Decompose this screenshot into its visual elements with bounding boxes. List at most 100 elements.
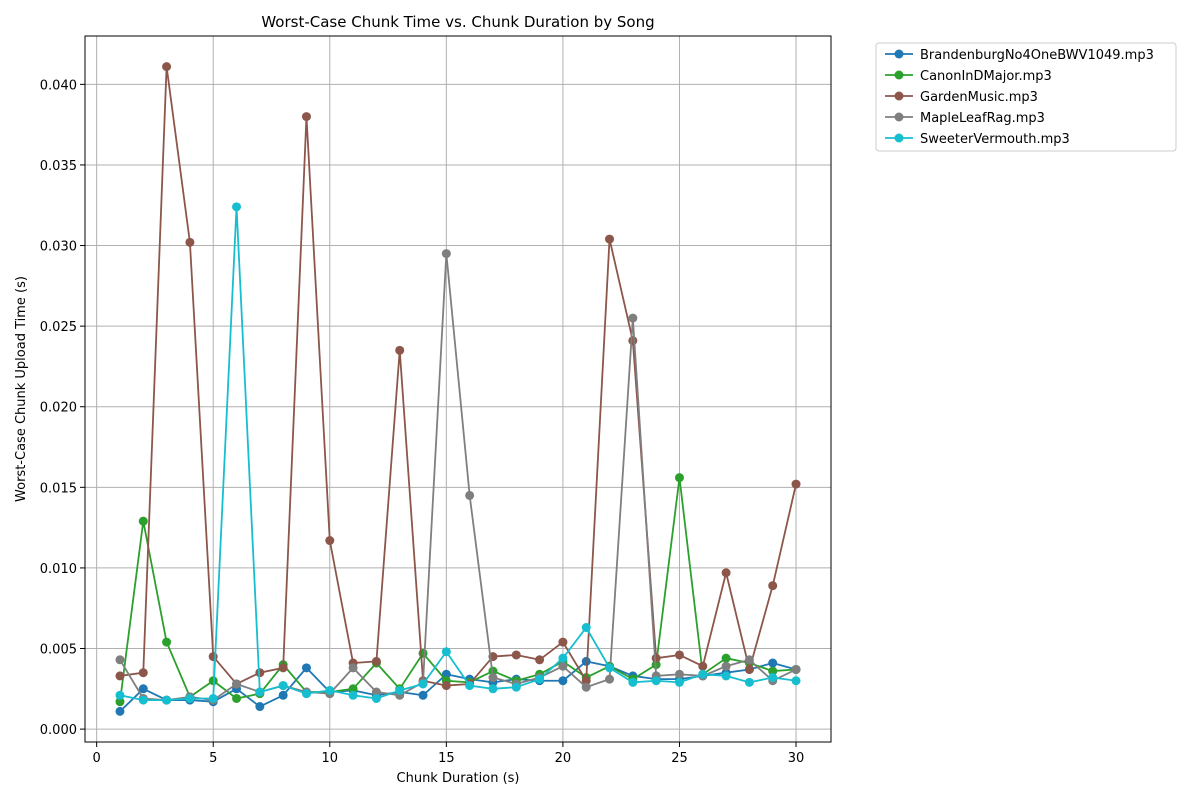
data-point	[605, 663, 615, 673]
data-point	[744, 664, 754, 674]
x-tick-label: 15	[438, 751, 455, 766]
data-point	[674, 677, 684, 687]
legend-item: CanonInDMajor.mp3	[885, 69, 1052, 84]
series-3	[115, 62, 801, 691]
legend-marker	[894, 91, 904, 101]
data-point	[371, 656, 381, 666]
data-point	[511, 682, 521, 692]
data-point	[185, 693, 195, 703]
data-point	[115, 655, 125, 665]
y-tick-label: 0.015	[40, 481, 77, 496]
data-point	[138, 695, 148, 705]
data-point	[301, 112, 311, 122]
y-tick-label: 0.020	[40, 401, 77, 416]
data-point	[278, 681, 288, 691]
data-point	[721, 661, 731, 671]
plot-frame	[84, 35, 832, 743]
x-tick-label: 25	[671, 751, 688, 766]
data-point	[371, 687, 381, 697]
data-point	[558, 653, 568, 663]
data-point	[418, 679, 428, 689]
data-point	[558, 661, 568, 671]
series-layer	[115, 62, 801, 716]
data-point	[441, 647, 451, 657]
data-point	[418, 690, 428, 700]
legend-label: GardenMusic.mp3	[920, 90, 1038, 105]
data-point	[441, 249, 451, 259]
legend-label: SweeterVermouth.mp3	[920, 132, 1070, 147]
data-point	[232, 693, 242, 703]
data-point	[674, 669, 684, 679]
y-tick-label: 0.000	[40, 723, 77, 738]
data-point	[348, 663, 358, 673]
chart-title: Worst-Case Chunk Time vs. Chunk Duration…	[261, 13, 654, 31]
x-tick-label: 20	[555, 751, 572, 766]
data-point	[791, 676, 801, 686]
data-point	[255, 687, 265, 697]
data-point	[208, 693, 218, 703]
data-point	[348, 684, 358, 694]
legend-item: SweeterVermouth.mp3	[885, 132, 1070, 147]
data-point	[325, 685, 335, 695]
legend-label: BrandenburgNo4OneBWV1049.mp3	[920, 48, 1154, 63]
data-point	[791, 664, 801, 674]
data-point	[278, 690, 288, 700]
data-point	[162, 695, 172, 705]
legend-item: BrandenburgNo4OneBWV1049.mp3	[885, 48, 1154, 63]
data-point	[301, 663, 311, 673]
series-line	[119, 252, 797, 701]
data-point	[371, 693, 381, 703]
data-point	[535, 674, 545, 684]
series-5	[115, 202, 801, 705]
series-line	[119, 476, 797, 702]
data-point	[465, 490, 475, 500]
data-point	[138, 684, 148, 694]
data-point	[232, 679, 242, 689]
data-point	[721, 653, 731, 663]
data-point	[628, 313, 638, 323]
x-tick-label: 10	[322, 751, 339, 766]
data-point	[744, 677, 754, 687]
data-point	[325, 536, 335, 546]
y-tick-label: 0.025	[40, 320, 77, 335]
data-point	[138, 516, 148, 526]
data-point	[651, 676, 661, 686]
data-point	[581, 656, 591, 666]
data-point	[395, 345, 405, 355]
data-point	[115, 690, 125, 700]
data-point	[278, 663, 288, 673]
data-point	[698, 661, 708, 671]
data-point	[185, 237, 195, 247]
data-point	[138, 668, 148, 678]
legend-item: GardenMusic.mp3	[885, 90, 1038, 105]
data-point	[535, 655, 545, 665]
y-tick-label: 0.035	[40, 159, 77, 174]
data-point	[605, 234, 615, 244]
data-point	[162, 62, 172, 72]
data-point	[162, 637, 172, 647]
data-point	[581, 682, 591, 692]
legend-marker	[894, 70, 904, 80]
data-point	[208, 652, 218, 662]
data-point	[768, 666, 778, 676]
data-point	[581, 676, 591, 686]
data-point	[301, 689, 311, 699]
data-point	[255, 702, 265, 712]
data-point	[488, 684, 498, 694]
data-point	[115, 697, 125, 707]
data-point	[605, 674, 615, 684]
data-point	[441, 669, 451, 679]
legend-label: CanonInDMajor.mp3	[920, 69, 1052, 84]
legend: BrandenburgNo4OneBWV1049.mp3 CanonInDMajo…	[875, 42, 1177, 152]
data-point	[721, 671, 731, 681]
data-point	[628, 677, 638, 687]
data-point	[511, 650, 521, 660]
x-axis-label: Chunk Duration (s)	[397, 771, 520, 786]
data-point	[791, 479, 801, 489]
y-axis-label: Worst-Case Chunk Upload Time (s)	[14, 276, 29, 502]
data-point	[441, 681, 451, 691]
data-point	[395, 685, 405, 695]
data-point	[768, 658, 778, 668]
legend-box	[875, 42, 1177, 152]
